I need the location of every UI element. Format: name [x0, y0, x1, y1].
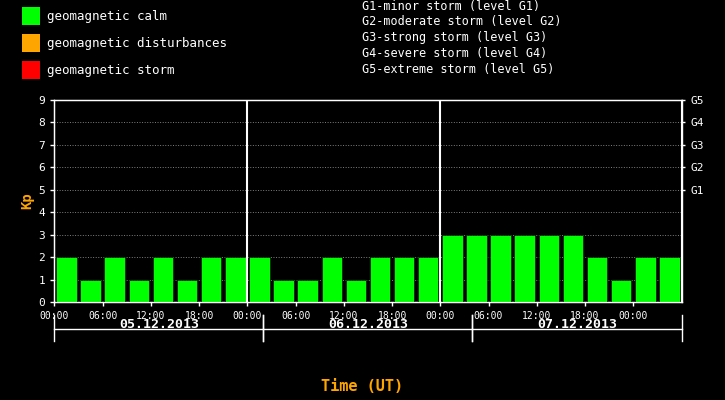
Bar — [104, 257, 125, 302]
Bar — [22, 7, 40, 25]
Bar — [370, 257, 390, 302]
Text: geomagnetic storm: geomagnetic storm — [47, 64, 175, 77]
Bar — [321, 257, 342, 302]
Text: 07.12.2013: 07.12.2013 — [537, 318, 617, 330]
Text: geomagnetic calm: geomagnetic calm — [47, 10, 167, 23]
Text: G5-extreme storm (level G5): G5-extreme storm (level G5) — [362, 63, 555, 76]
Bar — [394, 257, 415, 302]
Text: 06.12.2013: 06.12.2013 — [328, 318, 408, 330]
Bar — [22, 34, 40, 52]
Text: Time (UT): Time (UT) — [321, 379, 404, 394]
Bar — [539, 235, 559, 302]
Text: geomagnetic disturbances: geomagnetic disturbances — [47, 37, 227, 50]
Bar — [177, 280, 197, 302]
Bar — [563, 235, 583, 302]
Bar — [515, 235, 535, 302]
Text: G1-minor storm (level G1): G1-minor storm (level G1) — [362, 0, 541, 13]
Bar — [225, 257, 246, 302]
Bar — [201, 257, 221, 302]
Bar — [273, 280, 294, 302]
Text: G2-moderate storm (level G2): G2-moderate storm (level G2) — [362, 15, 562, 28]
Bar — [659, 257, 680, 302]
Bar — [418, 257, 439, 302]
Bar — [442, 235, 463, 302]
Bar — [80, 280, 101, 302]
Bar — [56, 257, 77, 302]
Bar — [611, 280, 631, 302]
Bar — [297, 280, 318, 302]
Bar — [635, 257, 655, 302]
Bar — [466, 235, 486, 302]
Bar — [346, 280, 366, 302]
Y-axis label: Kp: Kp — [20, 193, 34, 209]
Text: G4-severe storm (level G4): G4-severe storm (level G4) — [362, 47, 548, 60]
Bar — [22, 61, 40, 79]
Text: 05.12.2013: 05.12.2013 — [119, 318, 199, 330]
Bar — [153, 257, 173, 302]
Bar — [249, 257, 270, 302]
Bar — [128, 280, 149, 302]
Bar — [587, 257, 608, 302]
Text: G3-strong storm (level G3): G3-strong storm (level G3) — [362, 31, 548, 44]
Bar — [490, 235, 511, 302]
